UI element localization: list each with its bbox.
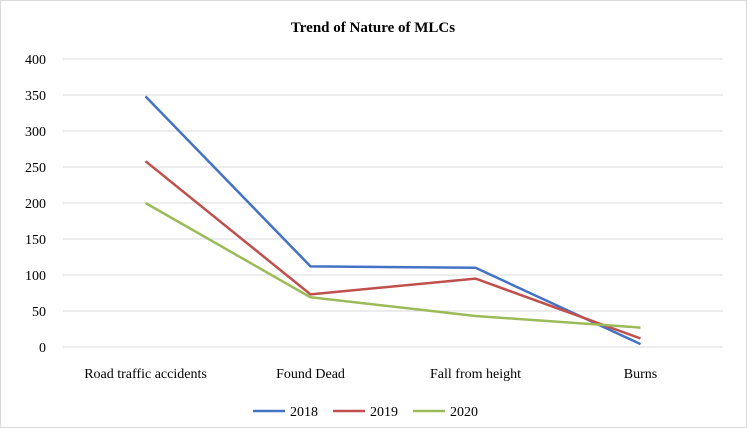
legend-label: 2019: [370, 405, 398, 420]
legend-label: 2018: [290, 405, 318, 420]
y-tick-label: 400: [25, 53, 46, 68]
x-category-label: Fall from height: [430, 367, 521, 382]
x-category-label: Found Dead: [276, 367, 345, 382]
series-line-2018: [144, 95, 642, 346]
gridlines: [63, 58, 723, 348]
legend-label: 2020: [450, 405, 478, 420]
y-tick-label: 250: [25, 161, 46, 176]
series-line-2020: [144, 201, 641, 329]
y-tick-label: 300: [25, 125, 46, 140]
x-category-label: Road traffic accidents: [84, 367, 207, 382]
chart-title: Trend of Nature of MLCs: [291, 20, 455, 36]
series-line-2019: [144, 160, 641, 340]
x-category-label: Burns: [624, 367, 657, 382]
y-tick-label: 200: [25, 197, 46, 212]
series-lines: [144, 95, 642, 346]
y-tick-label: 150: [25, 233, 46, 248]
y-tick-label: 350: [25, 89, 46, 104]
legend: 2018 2019 2020: [253, 405, 478, 420]
y-tick-label: 50: [32, 305, 46, 320]
y-tick-label: 100: [25, 269, 46, 284]
y-axis-ticks: 0 50 100 150 200 250 300 350 400: [25, 53, 46, 356]
x-axis-categories: Road traffic accidents Found Dead Fall fro…: [84, 367, 657, 382]
y-tick-label: 0: [39, 341, 46, 356]
